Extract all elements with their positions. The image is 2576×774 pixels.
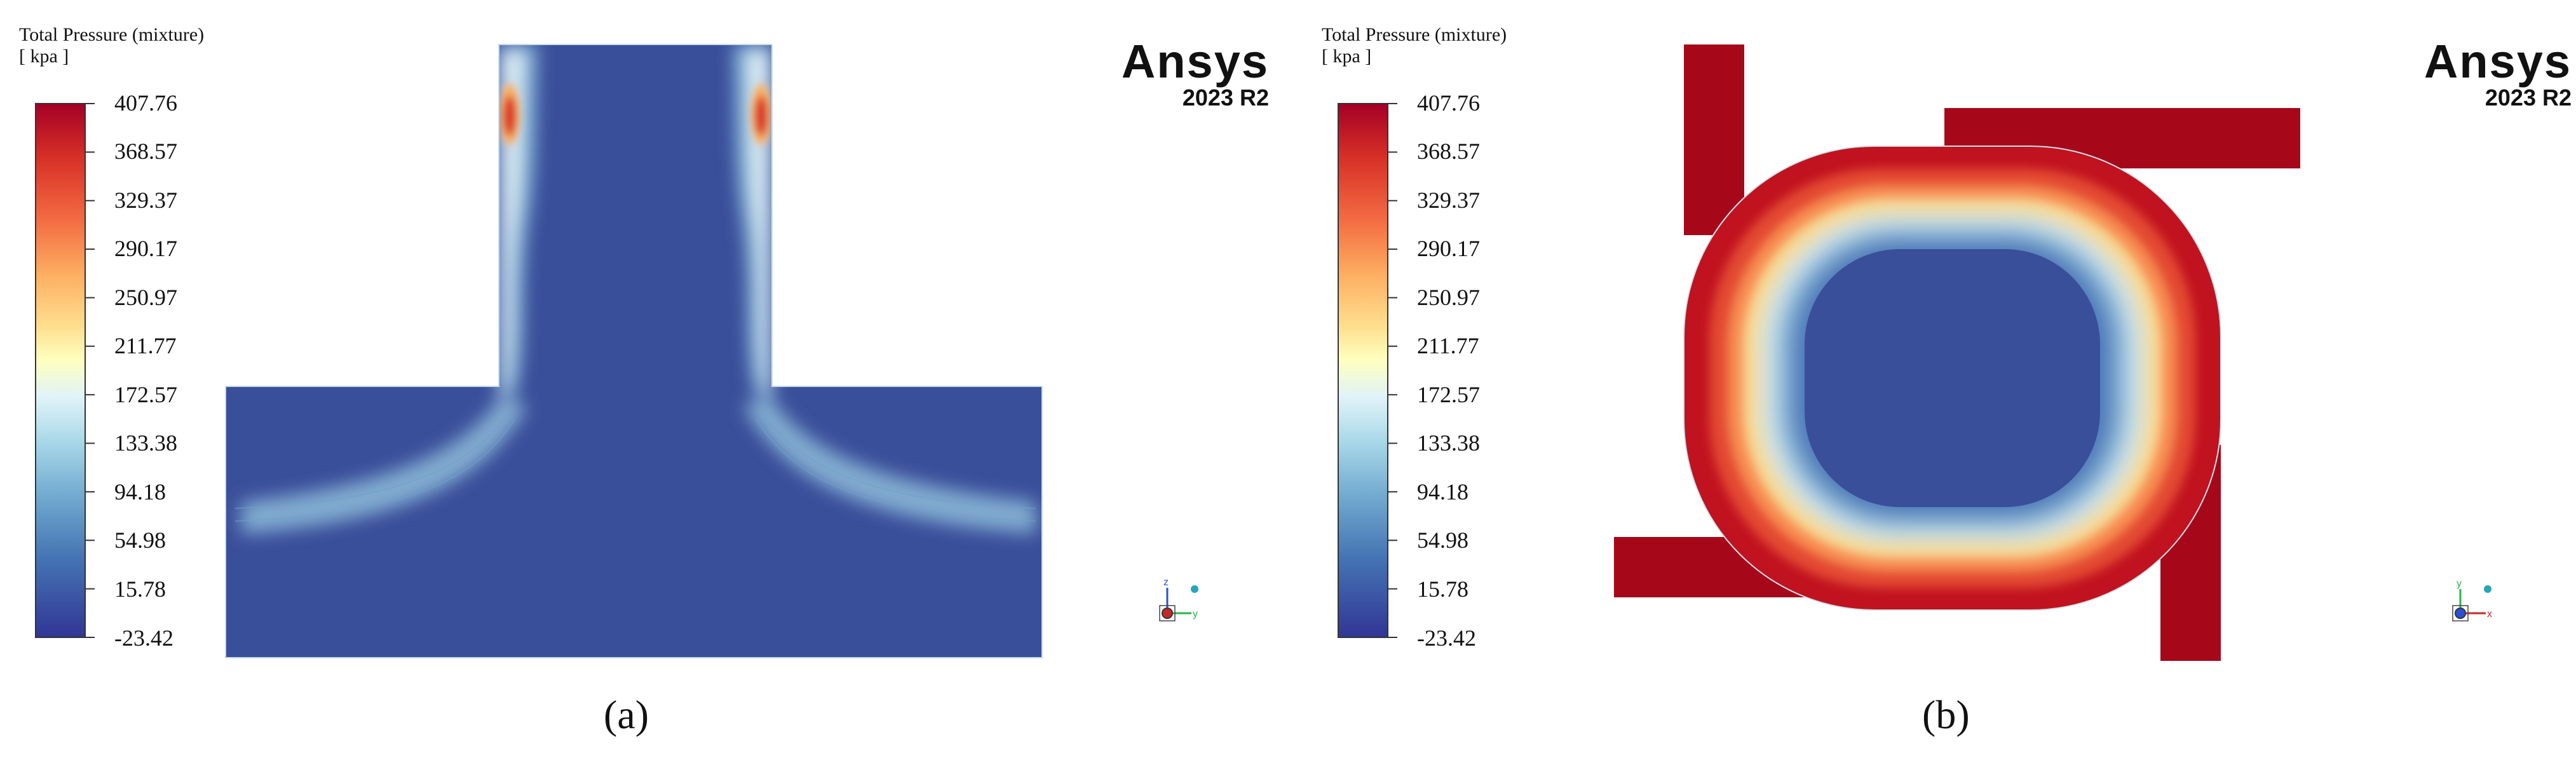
chamber — [1683, 146, 2221, 611]
axis-label-z: z — [1163, 577, 1169, 588]
colorbar-label: 133.38 — [114, 430, 177, 456]
colorbar-title: Total Pressure (mixture) [ kpa ] — [19, 24, 204, 67]
panel-a: Total Pressure (mixture) [ kpa ] 407.76 … — [19, 24, 1269, 737]
logo-brand: Ansys — [1121, 35, 1269, 88]
colorbar-label: 211.77 — [114, 333, 177, 358]
colorbar-label: 407.76 — [1417, 90, 1480, 116]
logo-brand: Ansys — [2423, 35, 2572, 88]
colorbar — [35, 103, 86, 638]
colorbar-label: 133.38 — [1417, 430, 1480, 456]
colorbar-title-line1: Total Pressure (mixture) — [19, 24, 205, 45]
colorbar-label: 172.57 — [114, 382, 177, 407]
colorbar-label: 290.17 — [1417, 236, 1480, 261]
colorbar-label: 250.97 — [114, 285, 177, 310]
colorbar-label: 94.18 — [1417, 479, 1468, 505]
colorbar-ticks — [86, 103, 95, 638]
logo-version: 2023 R2 — [1182, 85, 1269, 111]
panel-b: Total Pressure (mixture) [ kpa ] 407.76 … — [1303, 0, 2576, 774]
panel-caption-a: (a) — [604, 692, 649, 737]
colorbar-label: 54.98 — [114, 527, 166, 553]
colorbar — [1338, 103, 1388, 638]
ansys-logo: Ansys 2023 R2 — [1122, 38, 1269, 111]
panel-caption-b: (b) — [1922, 692, 1970, 737]
colorbar-title: Total Pressure (mixture) [ kpa ] — [1322, 24, 1507, 67]
colorbar-title-line1: Total Pressure (mixture) — [1322, 24, 1507, 45]
coordinate-triad-icon: z y — [1159, 577, 1198, 621]
colorbar-label: 250.97 — [1417, 285, 1480, 310]
colorbar-label: 15.78 — [1417, 576, 1468, 602]
colorbar-label: -23.42 — [1417, 625, 1476, 651]
colorbar-label: 329.37 — [114, 187, 177, 213]
axis-label-y: y — [1193, 609, 1198, 620]
axis-label-x: x — [2487, 609, 2492, 620]
colorbar-label: 54.98 — [1417, 527, 1468, 553]
ansys-logo: Ansys 2023 R2 — [2424, 38, 2572, 111]
colorbar-ticks — [1388, 103, 1397, 638]
pressure-contour-swirl-chamber — [1614, 44, 2300, 661]
colorbar-label: -23.42 — [114, 625, 173, 651]
colorbar-label: 329.37 — [1417, 187, 1480, 213]
colorbar-label: 407.76 — [114, 90, 177, 116]
colorbar-label: 368.57 — [1417, 139, 1480, 164]
coordinate-triad-icon: y x — [2452, 578, 2492, 621]
colorbar-title-units: [ kpa ] — [1322, 46, 1372, 67]
axis-label-y: y — [2457, 578, 2462, 589]
logo-version: 2023 R2 — [2484, 85, 2572, 111]
colorbar-label: 290.17 — [114, 236, 177, 261]
colorbar-label: 368.57 — [114, 139, 177, 164]
pressure-contour-tee — [225, 44, 1043, 658]
colorbar-label: 15.78 — [114, 576, 166, 602]
colorbar-label: 172.57 — [1417, 382, 1480, 407]
colorbar-label: 94.18 — [114, 479, 166, 505]
colorbar-title-units: [ kpa ] — [19, 46, 69, 67]
colorbar-label: 211.77 — [1417, 333, 1479, 358]
